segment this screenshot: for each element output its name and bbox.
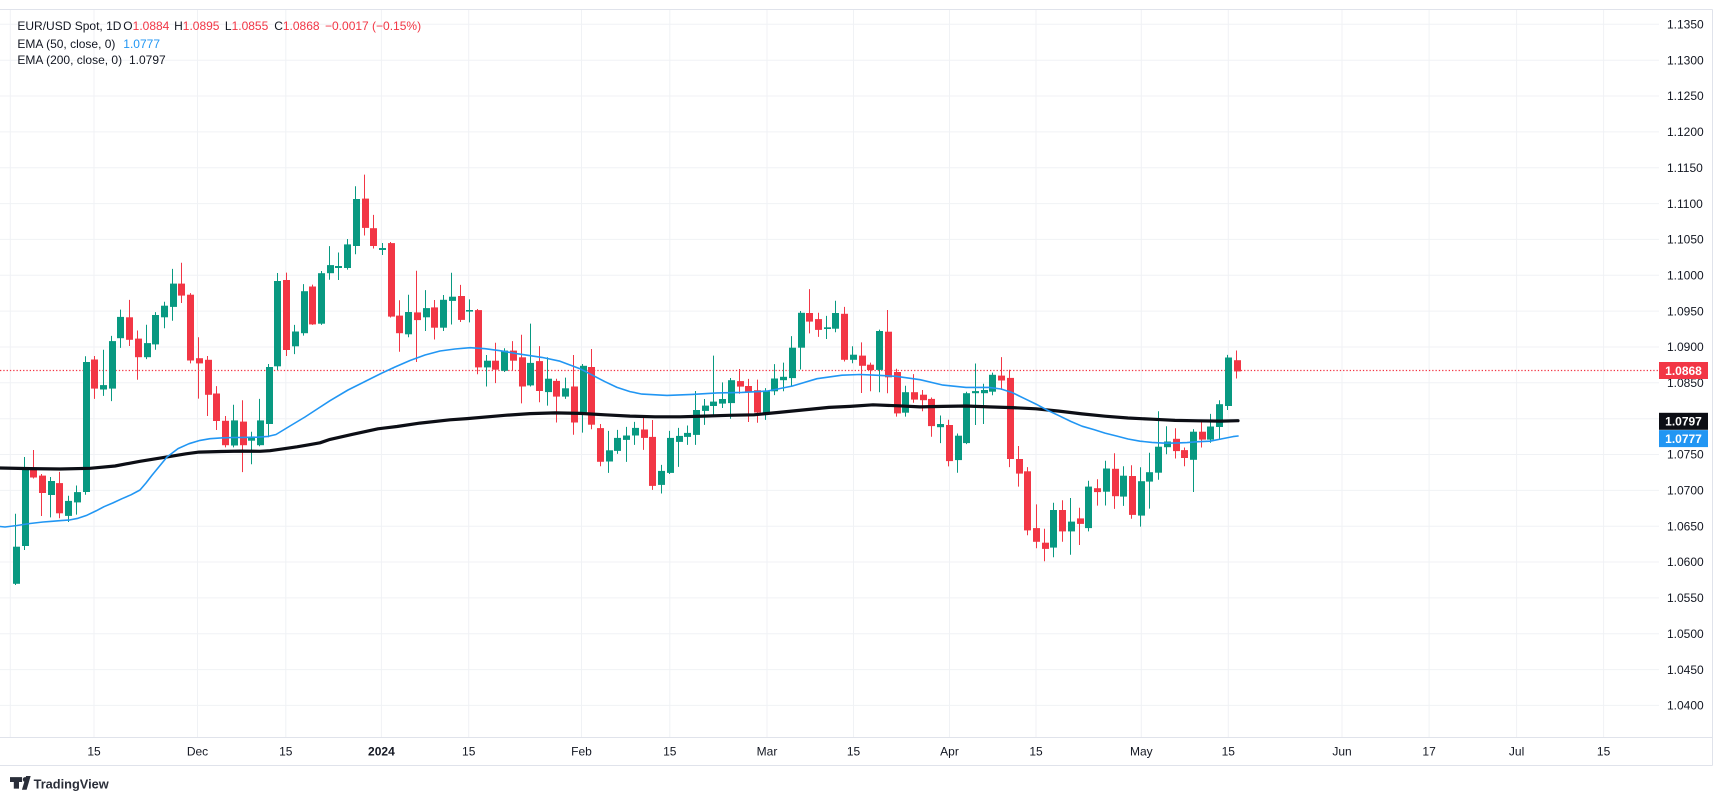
svg-text:1.1300: 1.1300	[1667, 53, 1704, 67]
svg-text:15: 15	[847, 745, 861, 759]
svg-text:1.1200: 1.1200	[1667, 125, 1704, 139]
svg-text:1.1100: 1.1100	[1667, 197, 1703, 211]
svg-text:1.0700: 1.0700	[1667, 484, 1704, 498]
svg-text:EMA (200, close, 0): EMA (200, close, 0)	[17, 53, 122, 67]
svg-text:1.0750: 1.0750	[1667, 448, 1704, 462]
svg-text:1.0900: 1.0900	[1667, 340, 1704, 354]
svg-text:15: 15	[1222, 745, 1236, 759]
svg-text:1.1000: 1.1000	[1667, 268, 1704, 282]
svg-text:EUR/USD Spot, 1D: EUR/USD Spot, 1D	[17, 19, 121, 33]
svg-text:1.0777: 1.0777	[123, 37, 160, 51]
svg-text:1.0600: 1.0600	[1667, 555, 1704, 569]
svg-text:TradingView: TradingView	[34, 776, 109, 791]
svg-text:15: 15	[663, 745, 677, 759]
svg-text:Mar: Mar	[757, 745, 778, 759]
svg-text:L1.0855: L1.0855	[225, 19, 269, 33]
svg-text:1.0797: 1.0797	[1665, 415, 1702, 429]
svg-text:H1.0895: H1.0895	[174, 19, 220, 33]
svg-text:1.1050: 1.1050	[1667, 233, 1704, 247]
svg-text:1.1250: 1.1250	[1667, 89, 1704, 103]
svg-text:1.0797: 1.0797	[129, 53, 166, 67]
svg-text:1.0650: 1.0650	[1667, 519, 1704, 533]
svg-text:1.0450: 1.0450	[1667, 663, 1704, 677]
svg-text:EMA (50, close, 0): EMA (50, close, 0)	[17, 37, 115, 51]
svg-text:2024: 2024	[368, 745, 395, 759]
svg-text:C1.0868: C1.0868	[274, 19, 320, 33]
svg-text:1.0400: 1.0400	[1667, 699, 1704, 713]
svg-text:15: 15	[87, 745, 101, 759]
svg-text:15: 15	[1029, 745, 1043, 759]
svg-text:17: 17	[1422, 745, 1436, 759]
svg-text:Dec: Dec	[187, 745, 208, 759]
svg-text:1.0550: 1.0550	[1667, 591, 1704, 605]
svg-text:1.0950: 1.0950	[1667, 304, 1704, 318]
svg-text:1.0777: 1.0777	[1665, 432, 1702, 446]
svg-text:1.1150: 1.1150	[1667, 161, 1703, 175]
svg-text:Feb: Feb	[571, 745, 592, 759]
svg-text:1.0868: 1.0868	[1665, 364, 1702, 378]
svg-text:15: 15	[462, 745, 476, 759]
svg-text:1.0500: 1.0500	[1667, 627, 1704, 641]
svg-text:15: 15	[279, 745, 293, 759]
svg-text:15: 15	[1597, 745, 1611, 759]
svg-text:1.1350: 1.1350	[1667, 18, 1704, 32]
svg-text:Apr: Apr	[940, 745, 959, 759]
svg-text:1.0850: 1.0850	[1667, 376, 1704, 390]
svg-text:O1.0884: O1.0884	[123, 19, 169, 33]
svg-text:May: May	[1130, 745, 1153, 759]
svg-text:Jun: Jun	[1332, 745, 1351, 759]
svg-text:Jul: Jul	[1509, 745, 1524, 759]
svg-text:−0.0017 (−0.15%): −0.0017 (−0.15%)	[325, 19, 421, 33]
